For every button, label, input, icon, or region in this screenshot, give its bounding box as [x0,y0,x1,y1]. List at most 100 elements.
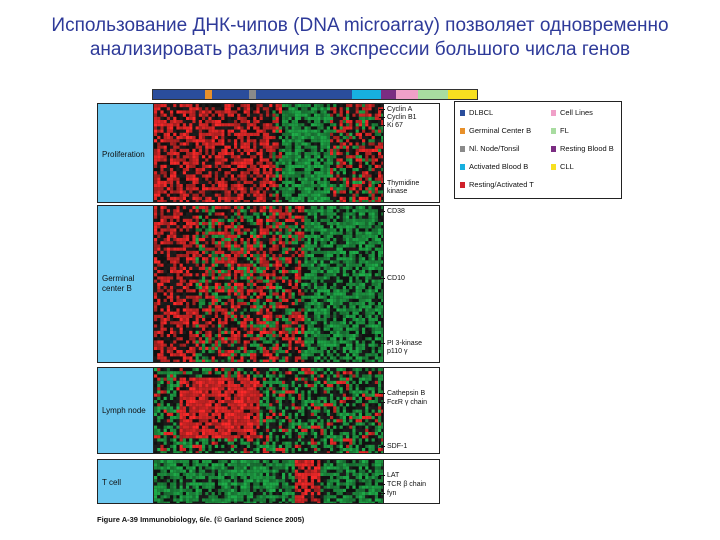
heatmap-cell [224,318,228,322]
heatmap-cell [246,343,250,347]
heatmap-cell [157,318,161,322]
heatmap-cell [326,148,330,152]
heatmap-cell [189,129,193,133]
heatmap-cell [195,107,199,111]
heatmap-cell [365,273,369,277]
heatmap-cell [160,311,164,315]
heatmap-cell [205,314,209,318]
heatmap-cell [349,334,353,338]
heatmap-cell [282,295,286,299]
colorbar-segment [351,90,382,99]
heatmap-cell [378,225,382,229]
heatmap-cell [179,148,183,152]
heatmap-cell [173,282,177,286]
heatmap-cell [240,171,244,175]
heatmap-cell [157,314,161,318]
heatmap-cell [243,254,247,258]
heatmap-cell [323,218,327,222]
heatmap-cell [288,222,292,226]
heatmap-cell [195,104,199,108]
heatmap-cell [291,337,295,341]
heatmap-cell [288,152,292,156]
heatmap-cell [275,168,279,172]
heatmap-cell [330,308,334,312]
heatmap-cell [374,276,378,280]
heatmap-cell [240,158,244,162]
heatmap-cell [218,110,222,114]
heatmap-cell [266,250,270,254]
heatmap-cell [234,368,238,372]
heatmap-cell [179,196,183,200]
heatmap-cell [368,340,372,344]
heatmap-cell [269,123,273,127]
heatmap-cell [320,212,324,216]
heatmap-cell [218,273,222,277]
heatmap-cell [317,190,321,194]
heatmap-cell [365,353,369,357]
heatmap-cell [227,353,231,357]
heatmap-cell [208,368,212,372]
heatmap-cell [333,196,337,200]
heatmap-cell [179,250,183,254]
heatmap-cell [339,158,343,162]
heatmap-cell [253,308,257,312]
heatmap-cell [294,212,298,216]
heatmap-cell [355,174,359,178]
heatmap-cell [326,187,330,191]
heatmap-cell [250,371,254,375]
heatmap-cell [179,244,183,248]
heatmap-cell [176,161,180,165]
heatmap-cell [374,241,378,245]
heatmap-cell [182,174,186,178]
heatmap-cell [224,330,228,334]
heatmap-cell [192,371,196,375]
heatmap-cell [301,254,305,258]
heatmap-cell [342,200,346,202]
heatmap-cell [253,359,257,362]
heatmap-cell [234,305,238,309]
heatmap-cell [304,356,308,360]
heatmap-cell [352,289,356,293]
heatmap-cell [170,190,174,194]
heatmap-cell [371,343,375,347]
heatmap-cell [166,279,170,283]
heatmap-cell [275,139,279,143]
heatmap-cell [291,324,295,328]
heatmap-cell [371,142,375,146]
heatmap-cell [176,254,180,258]
heatmap-cell [246,113,250,117]
heatmap-cell [211,330,215,334]
heatmap-cell [368,250,372,254]
heatmap-cell [230,324,234,328]
heatmap-cell [154,164,158,168]
heatmap-cell [336,257,340,261]
heatmap-cell [368,139,372,143]
heatmap-cell [195,337,199,341]
heatmap-cell [266,209,270,213]
heatmap-cell [314,311,318,315]
heatmap-cell [330,200,334,202]
heatmap-cell [269,222,273,226]
heatmap-cell [298,238,302,242]
heatmap-cell [208,164,212,168]
heatmap-cell [368,110,372,114]
heatmap-cell [326,247,330,251]
heatmap-cell [221,177,225,181]
heatmap-cell [330,330,334,334]
heatmap-cell [355,120,359,124]
heatmap-cell [266,142,270,146]
heatmap-cell [237,343,241,347]
heatmap-cell [339,136,343,140]
heatmap-cell [317,343,321,347]
heatmap-cell [211,155,215,159]
heatmap-cell [269,218,273,222]
heatmap-cell [355,123,359,127]
heatmap-cell [374,238,378,242]
heatmap-cell [237,161,241,165]
heatmap-cell [307,187,311,191]
heatmap-cell [333,276,337,280]
heatmap-cell [301,164,305,168]
heatmap-cell [224,282,228,286]
heatmap-cell [275,196,279,200]
heatmap-cell [301,177,305,181]
